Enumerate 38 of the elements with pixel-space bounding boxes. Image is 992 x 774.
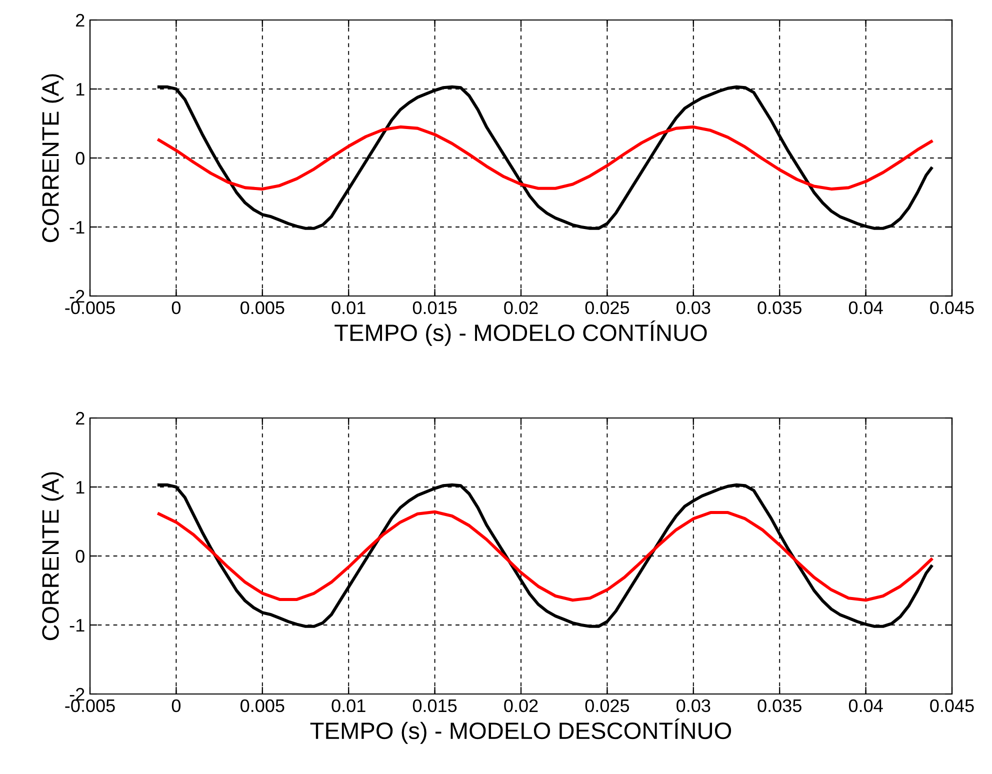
x-tick-label: 0.02 <box>504 301 538 314</box>
x-tick-label: 0.03 <box>676 301 710 314</box>
x-tick-label: 0.01 <box>332 699 366 712</box>
x-tick-label: 0.025 <box>585 699 630 712</box>
line-series <box>157 125 933 191</box>
x-tick-label: -0.005 <box>65 699 115 712</box>
y-tick-label: -1 <box>70 619 84 632</box>
y-tick-label: 0 <box>76 152 84 165</box>
y-axis-title: CORRENTE (A) <box>42 472 64 640</box>
x-tick-label: 0 <box>172 699 181 712</box>
x-tick-label: 0.045 <box>930 301 974 314</box>
x-tick-label: 0 <box>172 301 181 314</box>
y-tick-label: 2 <box>76 412 84 425</box>
y-axis-title: CORRENTE (A) <box>42 74 64 242</box>
x-tick-label: 0.045 <box>930 699 974 712</box>
x-axis-title: TEMPO (s) - MODELO CONTÍNUO <box>334 320 707 346</box>
x-tick-label: 0.035 <box>758 699 802 712</box>
x-tick-label: 0.03 <box>676 699 710 712</box>
y-tick-label: 2 <box>76 14 84 27</box>
y-tick-label: 0 <box>76 550 84 563</box>
x-tick-label: 0.005 <box>240 301 284 314</box>
x-tick-label: 0.025 <box>585 301 630 314</box>
y-tick-label: -2 <box>70 290 84 303</box>
x-axis-title: TEMPO (s) - MODELO DESCONTÍNUO <box>310 718 732 744</box>
y-tick-label: 1 <box>76 83 84 96</box>
x-tick-label: 0.015 <box>412 699 457 712</box>
x-tick-label: -0.005 <box>65 301 115 314</box>
x-tick-label: 0.04 <box>848 699 883 712</box>
x-tick-label: 0.02 <box>504 699 538 712</box>
y-tick-label: 1 <box>76 481 84 494</box>
x-tick-label: 0.005 <box>240 699 284 712</box>
y-tick-label: -2 <box>70 688 84 701</box>
y-tick-label: -1 <box>70 221 84 234</box>
x-tick-label: 0.04 <box>848 301 883 314</box>
x-tick-label: 0.015 <box>412 301 457 314</box>
x-tick-label: 0.01 <box>332 301 366 314</box>
line-series <box>157 510 933 602</box>
x-tick-label: 0.035 <box>758 301 802 314</box>
